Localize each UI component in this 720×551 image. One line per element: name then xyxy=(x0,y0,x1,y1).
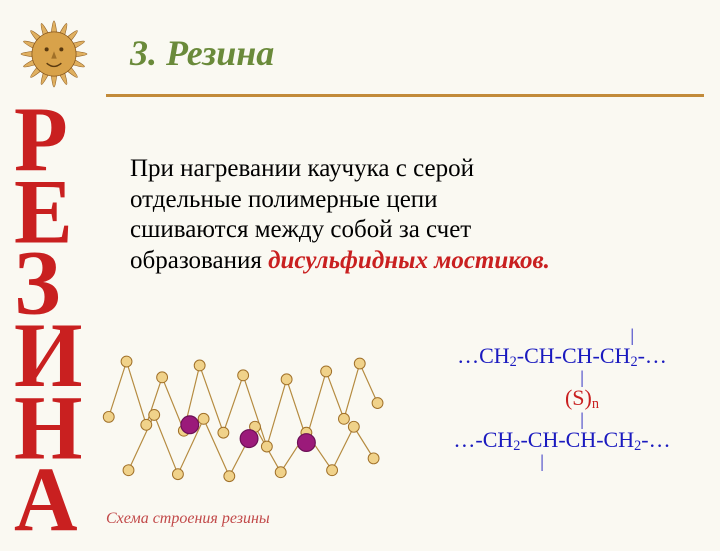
page-title: 3. Резина xyxy=(130,32,274,74)
formula-bar-mid1: | xyxy=(422,372,702,383)
polymer-diagram xyxy=(95,322,415,490)
body-paragraph: При нагревании каучука с серой отдельные… xyxy=(130,154,560,276)
formula-bar-mid2: | xyxy=(422,414,702,425)
sun-icon xyxy=(8,8,100,100)
vertical-word: РЕЗИНА xyxy=(14,105,80,537)
formula-bridge: (S)n xyxy=(422,383,702,414)
paragraph-emph: дисульфидных мостиков. xyxy=(268,247,550,274)
formula-chain-1: …CH2-CH-CH-CH2-… xyxy=(422,341,702,372)
formula-bar-top: | xyxy=(422,330,702,341)
formula-bar-bottom: | xyxy=(422,456,702,467)
diagram-caption: Схема строения резины xyxy=(106,510,270,528)
formula-chain-2: …-CH2-CH-CH-CH2-… xyxy=(422,425,702,456)
title-rule xyxy=(106,94,704,97)
chemical-formula: | …CH2-CH-CH-CH2-… | (S)n | …-CH2-CH-CH-… xyxy=(422,330,702,467)
